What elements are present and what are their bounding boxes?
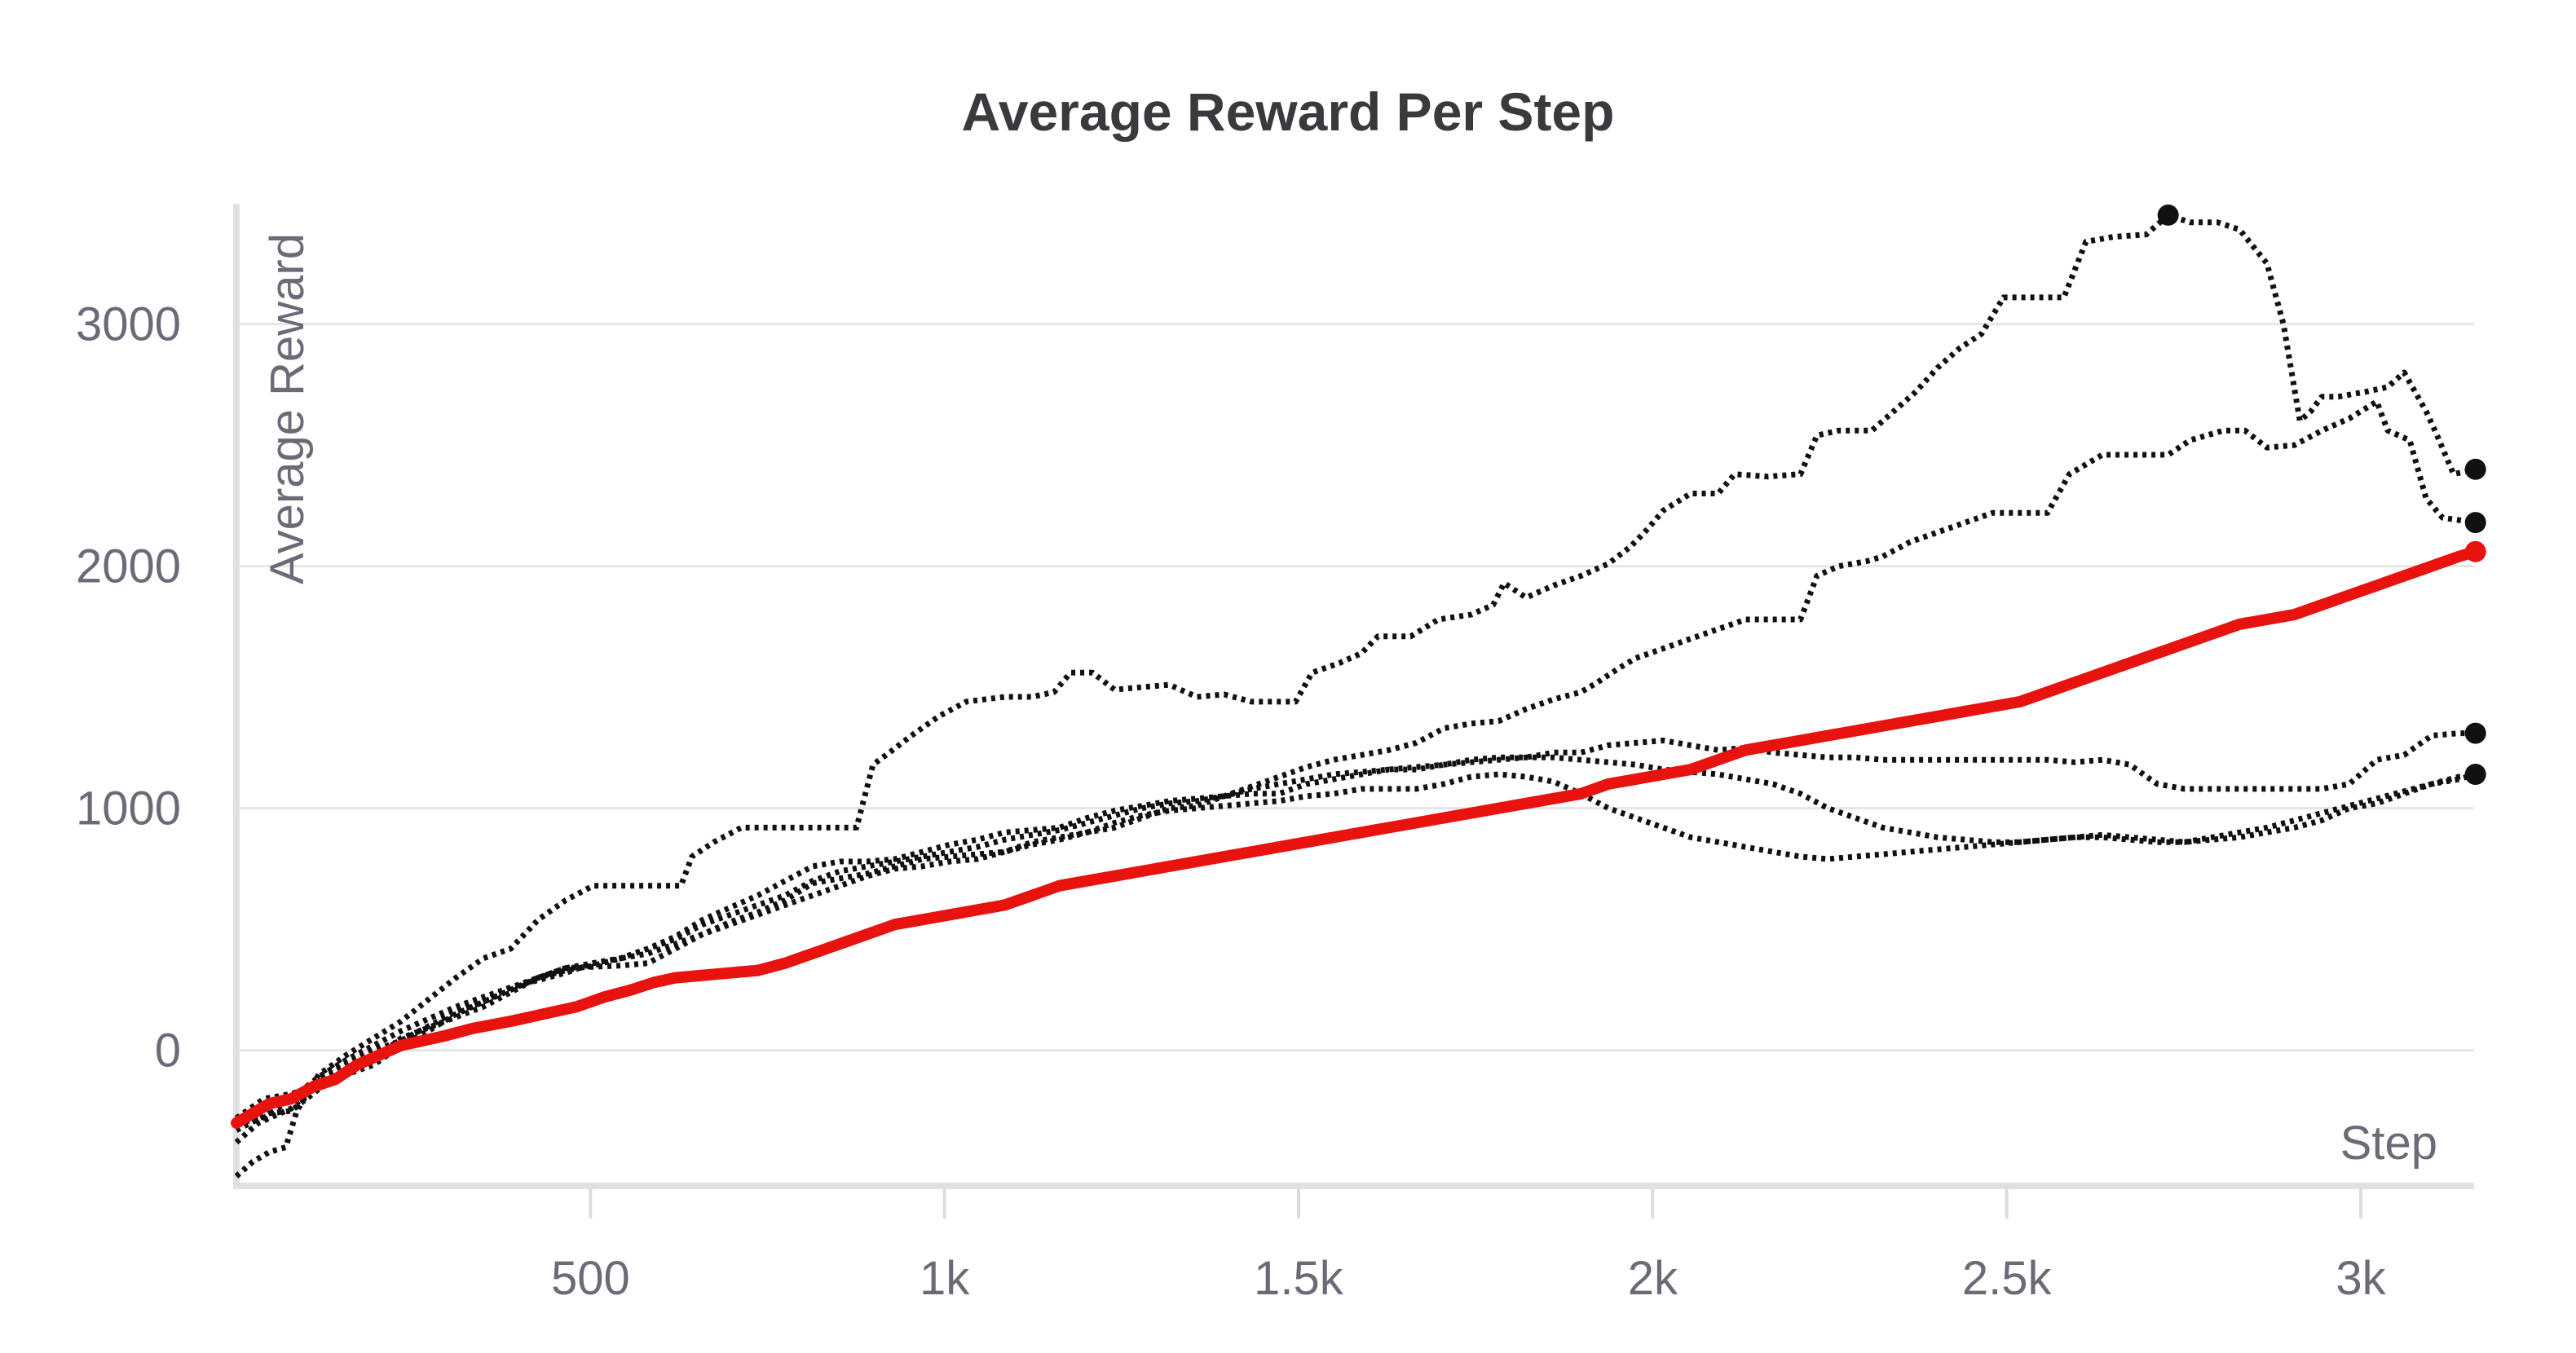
x-tick-label-2: 1.5k xyxy=(1254,1252,1344,1305)
end-markers xyxy=(2157,204,2486,785)
x-tick-label-5: 3k xyxy=(2336,1252,2386,1305)
series-line-mean xyxy=(231,545,2481,1129)
y-axis-title: Average Reward xyxy=(261,233,314,584)
end-marker-run-1 xyxy=(2464,458,2486,480)
x-tick-label-3: 2k xyxy=(1628,1252,1678,1305)
peak-marker-run-1 xyxy=(2157,204,2179,226)
tick-labels: 0 1000 2000 3000 500 1k 1.5k 2k 2.5k 3k xyxy=(76,298,2387,1305)
y-tick-label-0: 0 xyxy=(155,1025,181,1078)
series-line-run-5 xyxy=(234,754,2477,1145)
y-tick-label-1: 1000 xyxy=(76,782,181,835)
end-marker-run-2 xyxy=(2464,512,2486,534)
chart-title: Average Reward Per Step xyxy=(962,82,1615,142)
series-line-run-4 xyxy=(234,771,2477,1121)
x-axis-title: Step xyxy=(2340,1117,2437,1170)
x-tick-label-0: 500 xyxy=(551,1252,630,1305)
end-marker-mean xyxy=(2464,540,2486,562)
end-marker-run-3 xyxy=(2464,722,2486,744)
end-marker-run-4 xyxy=(2464,764,2486,785)
series-lines xyxy=(231,212,2481,1179)
y-tick-label-2: 2000 xyxy=(76,540,181,593)
axes xyxy=(233,204,2474,1219)
x-tick-label-1: 1k xyxy=(920,1252,970,1305)
x-tick-label-4: 2.5k xyxy=(1962,1252,2053,1305)
series-line-run-1 xyxy=(234,212,2477,1179)
series-line-run-2 xyxy=(235,399,2477,1133)
gridlines xyxy=(236,323,2474,1052)
y-tick-label-3: 3000 xyxy=(76,298,181,351)
